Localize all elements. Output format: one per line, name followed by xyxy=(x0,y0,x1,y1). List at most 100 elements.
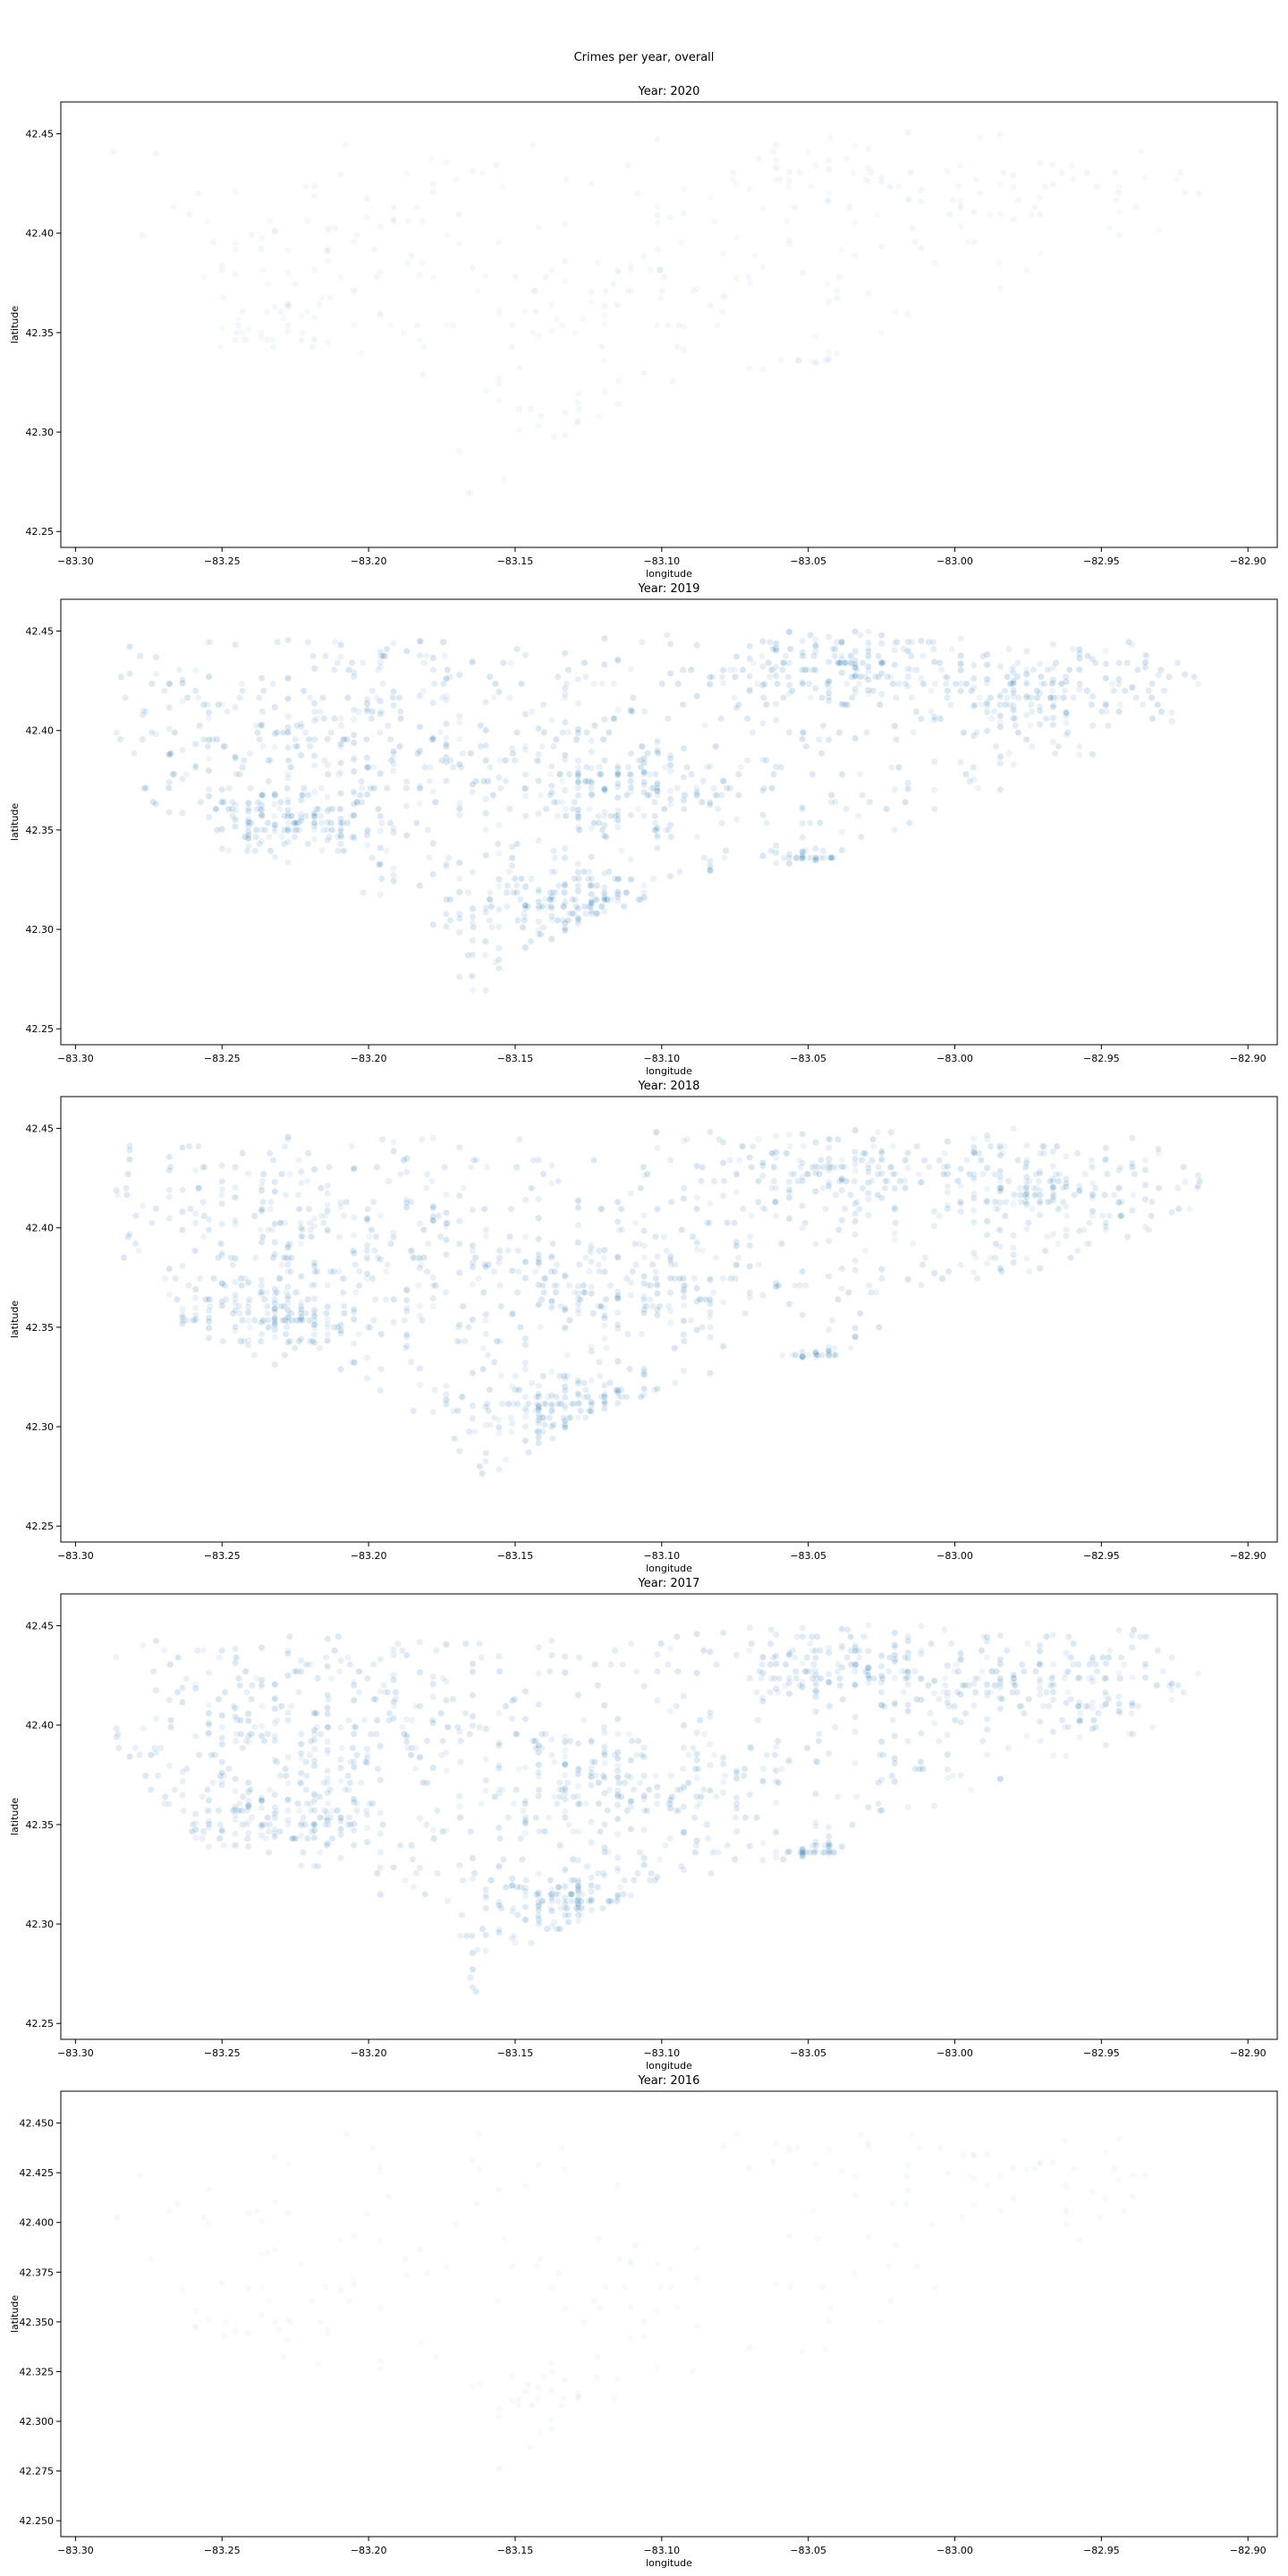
scatter-point xyxy=(770,770,777,778)
scatter-point xyxy=(677,1862,685,1870)
scatter-point xyxy=(712,792,720,799)
scatter-point xyxy=(779,1352,786,1359)
scatter-point xyxy=(535,1250,543,1258)
scatter-point xyxy=(1115,2177,1123,2184)
scatter-point xyxy=(944,167,952,174)
scatter-point xyxy=(296,1317,304,1324)
scatter-point xyxy=(390,1702,398,1710)
scatter-point xyxy=(165,704,174,711)
scatter-point xyxy=(455,973,463,980)
scatter-point xyxy=(390,640,397,648)
scatter-point xyxy=(891,1700,899,1708)
scatter-point xyxy=(429,1764,437,1772)
scatter-point xyxy=(205,1669,213,1676)
scatter-point xyxy=(648,1302,657,1310)
scatter-point xyxy=(240,1337,248,1345)
scatter-point xyxy=(721,294,729,301)
scatter-point xyxy=(291,826,298,834)
scatter-point xyxy=(601,302,608,310)
scatter-point xyxy=(278,833,286,841)
scatter-point xyxy=(574,1770,582,1778)
scatter-point xyxy=(428,1177,436,1185)
scatter-point xyxy=(323,1309,330,1318)
scatter-point xyxy=(617,1205,625,1213)
scatter-point xyxy=(223,2318,230,2326)
scatter-point xyxy=(970,764,978,771)
scatter-point xyxy=(588,790,596,798)
scatter-point xyxy=(799,1624,806,1631)
scatter-point xyxy=(543,1925,551,1933)
scatter-point xyxy=(402,1296,411,1304)
scatter-point xyxy=(1097,2214,1104,2221)
scatter-point xyxy=(239,687,246,695)
scatter-point xyxy=(936,1212,944,1220)
scatter-point xyxy=(1052,659,1060,666)
scatter-point xyxy=(624,162,632,169)
scatter-point xyxy=(232,1183,239,1191)
scatter-point xyxy=(574,860,582,868)
scatter-point xyxy=(1089,1724,1097,1733)
scatter-point xyxy=(469,264,477,272)
scatter-point xyxy=(931,259,938,267)
scatter-point xyxy=(363,1270,371,1277)
scatter-point xyxy=(402,1168,411,1176)
scatter-point xyxy=(904,1681,911,1688)
scatter-point xyxy=(114,2214,121,2221)
scatter-point xyxy=(614,1891,622,1899)
scatter-point xyxy=(566,1317,573,1324)
scatter-point xyxy=(564,1352,572,1359)
scatter-point xyxy=(942,680,950,688)
scatter-point xyxy=(904,1707,911,1715)
scatter-point xyxy=(595,812,602,820)
scatter-point xyxy=(561,1669,569,1676)
scatter-point xyxy=(666,787,674,795)
scatter-point xyxy=(640,1254,648,1261)
scatter-point xyxy=(949,197,957,204)
scatter-point xyxy=(1049,738,1057,746)
scatter-point xyxy=(572,329,579,336)
scatter-point xyxy=(812,1655,819,1662)
scatter-point xyxy=(759,1654,767,1661)
scatter-point xyxy=(707,1741,714,1748)
scatter-point xyxy=(434,1869,442,1877)
scatter-point xyxy=(891,1185,899,1192)
scatter-point xyxy=(720,854,728,861)
scatter-point xyxy=(643,1170,651,1178)
scatter-point xyxy=(503,889,511,896)
scatter-point xyxy=(891,1643,899,1651)
scatter-point xyxy=(291,1344,299,1352)
scatter-point xyxy=(693,792,700,800)
scatter-point xyxy=(445,854,453,861)
scatter-point xyxy=(1023,711,1030,719)
scatter-point xyxy=(785,1178,793,1186)
scatter-point xyxy=(232,1216,239,1224)
scatter-point xyxy=(1194,681,1202,688)
scatter-point xyxy=(186,210,193,218)
scatter-point xyxy=(719,679,727,687)
scatter-point xyxy=(574,772,582,780)
scatter-point xyxy=(244,805,252,812)
scatter-point xyxy=(377,1891,385,1898)
scatter-point xyxy=(402,1287,411,1294)
scatter-point xyxy=(1010,761,1017,768)
scatter-point xyxy=(719,1629,727,1637)
scatter-point xyxy=(126,643,133,650)
scatter-point xyxy=(621,1877,628,1884)
scatter-point xyxy=(574,887,582,895)
scatter-point xyxy=(505,694,513,701)
scatter-point xyxy=(550,742,557,750)
scatter-point xyxy=(444,1724,452,1731)
scatter-point xyxy=(740,1205,747,1213)
scatter-point xyxy=(666,801,674,809)
scatter-point xyxy=(974,784,982,792)
scatter-point xyxy=(640,1371,648,1378)
scatter-point xyxy=(244,1717,252,1724)
scatter-point xyxy=(996,1656,1004,1663)
scatter-point xyxy=(179,1768,186,1775)
scatter-point xyxy=(469,1660,477,1667)
scatter-point xyxy=(324,1738,332,1746)
scatter-point xyxy=(343,694,352,701)
scatter-point xyxy=(707,1324,714,1331)
scatter-point xyxy=(378,819,386,826)
scatter-point xyxy=(602,1296,610,1303)
